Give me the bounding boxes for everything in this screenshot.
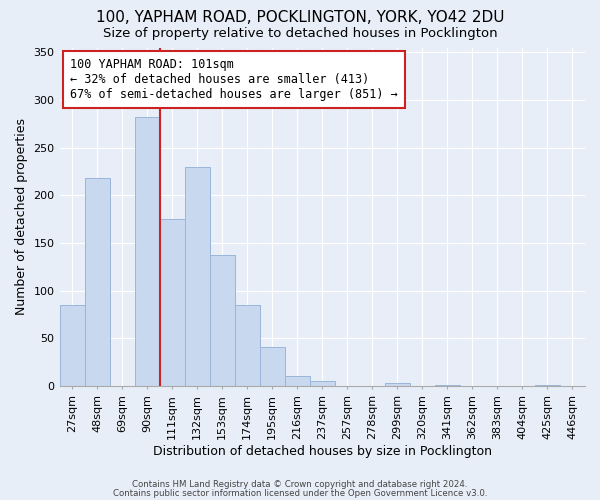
Bar: [435, 385, 460, 386]
Bar: [134, 117, 160, 386]
Bar: [160, 219, 185, 386]
Y-axis label: Number of detached properties: Number of detached properties: [15, 118, 28, 316]
Text: Contains HM Land Registry data © Crown copyright and database right 2024.: Contains HM Land Registry data © Crown c…: [132, 480, 468, 489]
Bar: [209, 254, 235, 386]
Text: Contains public sector information licensed under the Open Government Licence v3: Contains public sector information licen…: [113, 488, 487, 498]
Text: 100 YAPHAM ROAD: 101sqm
← 32% of detached houses are smaller (413)
67% of semi-d: 100 YAPHAM ROAD: 101sqm ← 32% of detache…: [70, 58, 398, 100]
Bar: [260, 347, 285, 386]
Bar: [185, 167, 209, 386]
Bar: [385, 384, 410, 386]
Text: Size of property relative to detached houses in Pocklington: Size of property relative to detached ho…: [103, 28, 497, 40]
X-axis label: Distribution of detached houses by size in Pocklington: Distribution of detached houses by size …: [153, 444, 492, 458]
Text: 100, YAPHAM ROAD, POCKLINGTON, YORK, YO42 2DU: 100, YAPHAM ROAD, POCKLINGTON, YORK, YO4…: [96, 10, 504, 25]
Bar: [285, 376, 310, 386]
Bar: [310, 382, 335, 386]
Bar: [85, 178, 110, 386]
Bar: [235, 305, 260, 386]
Bar: [59, 305, 85, 386]
Bar: [535, 385, 560, 386]
